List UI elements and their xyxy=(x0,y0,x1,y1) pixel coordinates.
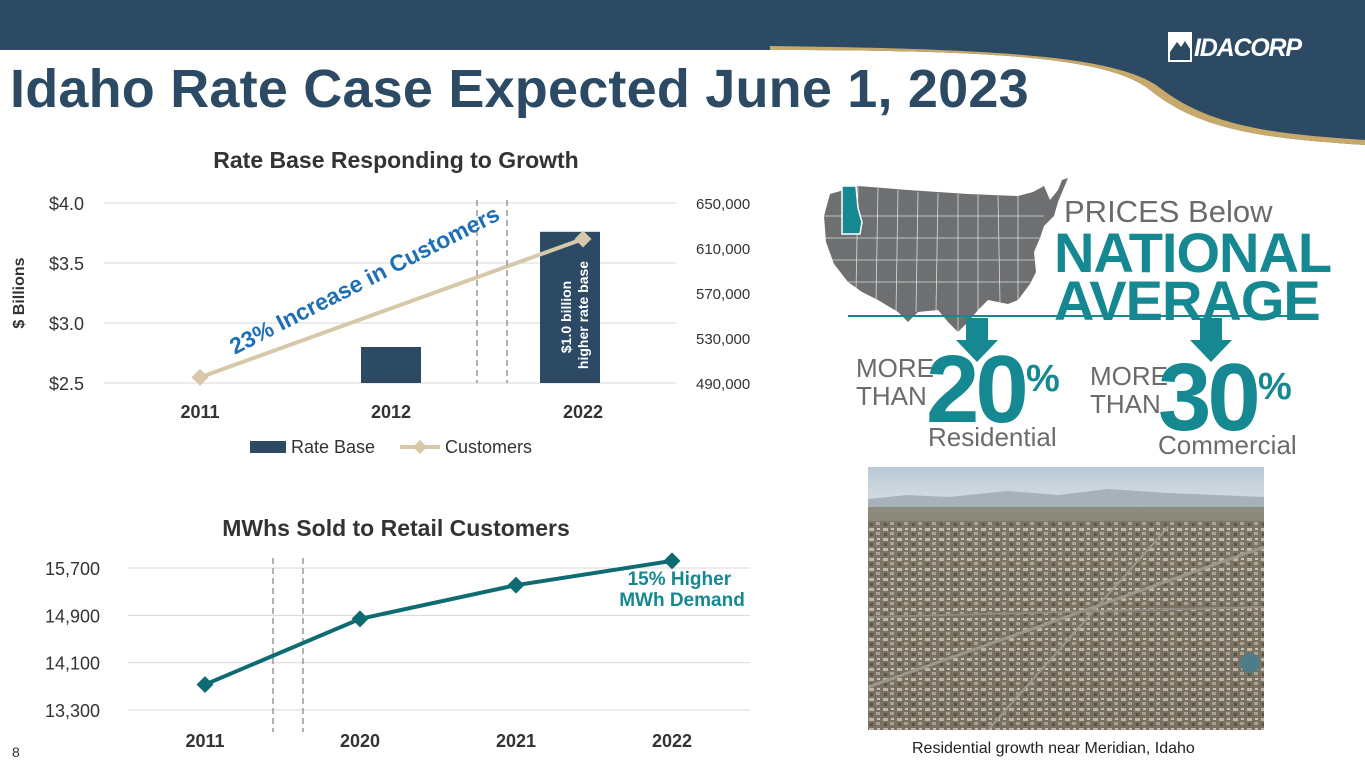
mountain-logo-icon xyxy=(1168,32,1192,62)
aerial-neighborhood-photo xyxy=(868,467,1264,730)
y-axis-label: $ Billions xyxy=(11,257,28,328)
y2-tick-label: 610,000 xyxy=(696,241,750,258)
commercial-more-than: MORE THAN xyxy=(1090,361,1168,419)
customers-line xyxy=(199,237,584,380)
legend-marker-customers xyxy=(412,439,428,455)
x-tick-label: 2020 xyxy=(340,731,380,751)
prices-below-heading: PRICES Below xyxy=(1064,194,1273,229)
residential-percent-sign: % xyxy=(1026,358,1060,400)
y-tick-label: $2.5 xyxy=(49,374,84,394)
y-tick-label: 15,700 xyxy=(45,559,100,579)
header-band xyxy=(0,0,1365,145)
legend-swatch-rate-base xyxy=(250,441,286,453)
photo-caption: Residential growth near Meridian, Idaho xyxy=(912,740,1195,757)
average-heading: AVERAGE xyxy=(1054,269,1321,332)
x-tick-label: 2022 xyxy=(652,731,692,751)
prices-below-national-average-panel: PRICES Below NATIONAL AVERAGE MORE THAN … xyxy=(818,172,1332,462)
mwh-chart: 13,300 14,100 14,900 15,700 2011 2020 2021 2022… xyxy=(45,552,750,751)
rate-base-chart: $2.5 $3.0 $3.5 $4.0 490,000 530,000 570,000 610… xyxy=(11,194,750,457)
legend-label-rate-base: Rate Base xyxy=(291,437,375,457)
y-tick-label: 13,300 xyxy=(45,701,100,721)
y2-tick-label: 530,000 xyxy=(696,331,750,348)
residential-more-than: MORE THAN xyxy=(856,353,934,411)
logo-text: IDACORP xyxy=(1194,34,1302,62)
mwh-point xyxy=(507,576,525,594)
mwh-line xyxy=(204,558,673,687)
arrow-down-icon xyxy=(956,318,998,362)
y-tick-label: 14,100 xyxy=(45,654,100,674)
mwh-point xyxy=(196,676,214,694)
residential-percent-number: 20 xyxy=(926,336,1029,443)
idaho-highlight-icon xyxy=(841,185,863,235)
y2-tick-label: 570,000 xyxy=(696,286,750,303)
customers-point xyxy=(191,368,209,386)
demand-growth-label: 15% Higher MWh Demand xyxy=(619,569,745,611)
commercial-percent-number: 30 xyxy=(1158,344,1261,451)
y2-tick-label: 650,000 xyxy=(696,196,750,213)
mwh-point xyxy=(351,610,369,628)
page-number: 8 xyxy=(12,744,20,760)
us-map-graphic xyxy=(824,178,1310,362)
commercial-percent-sign: % xyxy=(1258,366,1292,408)
y-tick-label: $4.0 xyxy=(49,194,84,214)
rate-base-increase-label: $1.0 billion higher rate base xyxy=(558,261,591,369)
chart-legend: Rate Base Customers xyxy=(250,437,532,457)
commercial-label: Commercial xyxy=(1158,430,1297,460)
customer-growth-label: 23% Increase in Customers xyxy=(225,200,503,359)
national-heading: NATIONAL xyxy=(1054,221,1332,284)
aerial-photo-graphic xyxy=(868,467,1264,730)
us-map-shape xyxy=(824,178,1068,332)
x-tick-label: 2021 xyxy=(496,731,536,751)
rate-base-bar xyxy=(361,347,421,383)
x-tick-label: 2011 xyxy=(185,731,224,751)
y-tick-label: $3.5 xyxy=(49,254,84,274)
residential-label: Residential xyxy=(928,422,1057,452)
customers-point xyxy=(574,230,592,248)
y-tick-label: $3.0 xyxy=(49,314,84,334)
y2-tick-label: 490,000 xyxy=(696,376,750,393)
idacorp-logo: IDACORP xyxy=(1168,32,1332,64)
x-tick-label: 2012 xyxy=(371,402,411,422)
mwh-point xyxy=(663,552,681,570)
rate-base-bar xyxy=(540,231,600,383)
page-title: Idaho Rate Case Expected June 1, 2023 xyxy=(10,59,1029,119)
x-tick-label: 2022 xyxy=(563,402,603,422)
rate-base-chart-title: Rate Base Responding to Growth xyxy=(213,147,579,173)
x-tick-label: 2011 xyxy=(180,402,219,422)
legend-label-customers: Customers xyxy=(445,437,532,457)
mwh-chart-title: MWhs Sold to Retail Customers xyxy=(222,515,570,541)
arrow-down-icon xyxy=(1190,318,1232,362)
state-borders xyxy=(824,185,1044,332)
y-tick-label: 14,900 xyxy=(45,606,100,626)
